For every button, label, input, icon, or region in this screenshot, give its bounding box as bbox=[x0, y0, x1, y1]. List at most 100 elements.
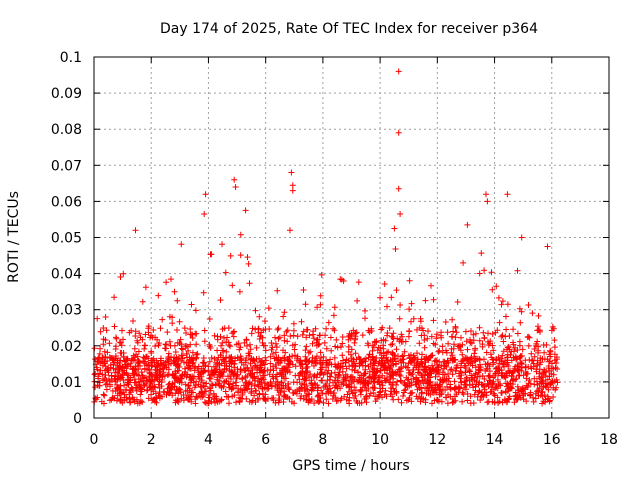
data-point bbox=[198, 389, 205, 396]
y-tick-label: 0.07 bbox=[51, 158, 82, 174]
data-point bbox=[532, 395, 539, 402]
data-point bbox=[303, 334, 310, 341]
data-point bbox=[554, 366, 561, 372]
data-point bbox=[389, 349, 396, 356]
data-point bbox=[554, 379, 561, 386]
data-point bbox=[440, 386, 446, 393]
data-point bbox=[470, 337, 477, 344]
data-point bbox=[290, 327, 297, 334]
data-point bbox=[100, 325, 107, 331]
data-point bbox=[467, 339, 474, 346]
data-point bbox=[542, 380, 549, 387]
data-point bbox=[394, 369, 401, 375]
data-point bbox=[257, 369, 263, 376]
data-point bbox=[117, 386, 124, 393]
data-point bbox=[433, 358, 440, 365]
data-point bbox=[393, 358, 399, 365]
data-point bbox=[423, 385, 430, 392]
data-point bbox=[489, 331, 496, 337]
data-point bbox=[391, 225, 398, 232]
data-point bbox=[298, 318, 305, 325]
data-point bbox=[551, 351, 558, 358]
data-point bbox=[246, 379, 253, 386]
data-point bbox=[434, 382, 440, 389]
data-point bbox=[483, 191, 489, 198]
data-point bbox=[294, 333, 301, 340]
data-point bbox=[377, 367, 384, 374]
data-point bbox=[280, 313, 287, 320]
data-point bbox=[470, 400, 477, 406]
data-point bbox=[281, 332, 288, 339]
data-point bbox=[405, 352, 412, 359]
data-point bbox=[438, 390, 445, 397]
data-point bbox=[141, 342, 148, 349]
data-point bbox=[456, 370, 463, 377]
data-point bbox=[391, 355, 398, 362]
data-point bbox=[236, 394, 243, 401]
data-point bbox=[358, 399, 365, 406]
x-tick-label: 18 bbox=[600, 432, 618, 448]
data-point bbox=[236, 399, 243, 405]
data-point bbox=[289, 187, 296, 194]
data-point bbox=[223, 355, 230, 361]
data-point bbox=[370, 357, 377, 364]
data-point bbox=[404, 364, 411, 371]
data-point bbox=[413, 360, 420, 367]
data-point bbox=[514, 330, 521, 337]
data-point bbox=[453, 365, 460, 372]
data-point bbox=[197, 394, 204, 401]
data-point bbox=[476, 270, 483, 277]
data-point bbox=[414, 386, 421, 393]
data-point bbox=[318, 370, 324, 377]
data-point bbox=[499, 332, 506, 339]
data-point bbox=[282, 367, 289, 374]
data-point bbox=[261, 396, 268, 403]
data-point bbox=[256, 313, 263, 320]
data-point bbox=[272, 340, 279, 347]
data-point bbox=[339, 368, 346, 375]
data-point bbox=[328, 370, 335, 376]
data-point bbox=[146, 373, 153, 380]
data-point bbox=[545, 395, 552, 402]
data-point bbox=[487, 340, 493, 347]
data-point bbox=[314, 371, 321, 378]
data-point bbox=[387, 379, 394, 386]
data-point bbox=[91, 371, 98, 378]
data-point bbox=[184, 387, 191, 394]
data-point bbox=[366, 351, 373, 358]
data-point bbox=[94, 366, 101, 373]
data-point bbox=[172, 349, 179, 355]
data-point bbox=[126, 391, 133, 398]
data-point bbox=[121, 367, 127, 374]
data-point bbox=[106, 340, 113, 347]
data-point bbox=[488, 384, 495, 391]
data-point bbox=[425, 328, 431, 335]
data-point bbox=[211, 332, 218, 339]
data-point bbox=[315, 341, 322, 348]
data-point bbox=[157, 357, 164, 364]
data-point bbox=[127, 387, 134, 394]
data-point bbox=[449, 316, 456, 323]
data-point bbox=[362, 315, 368, 322]
data-point bbox=[100, 391, 107, 398]
data-point bbox=[524, 334, 531, 341]
data-point bbox=[217, 297, 224, 304]
data-point bbox=[468, 372, 475, 379]
data-point bbox=[496, 319, 503, 326]
data-point bbox=[539, 355, 546, 362]
data-point bbox=[158, 379, 165, 386]
data-point bbox=[243, 355, 250, 361]
data-point bbox=[284, 363, 290, 369]
data-point bbox=[528, 357, 535, 364]
data-point bbox=[312, 325, 319, 332]
data-point bbox=[211, 371, 218, 378]
data-point bbox=[352, 360, 358, 367]
data-point bbox=[389, 368, 396, 375]
data-point bbox=[232, 184, 239, 190]
data-point bbox=[543, 384, 550, 391]
data-point bbox=[330, 312, 337, 319]
data-point bbox=[214, 376, 221, 383]
data-point bbox=[231, 392, 238, 399]
data-point bbox=[221, 358, 228, 365]
